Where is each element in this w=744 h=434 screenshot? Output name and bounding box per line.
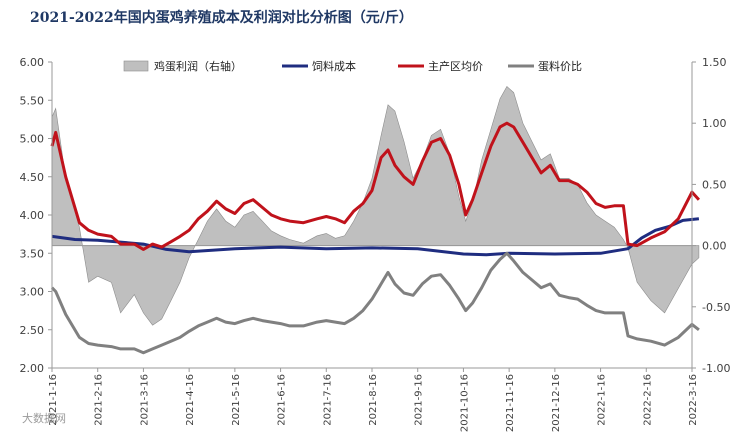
x-tick-label: 2022-1-16 [597,374,608,426]
x-tick-label: 2021-4-16 [185,374,196,426]
chart-title: 2021-2022年国内蛋鸡养殖成本及利润对比分析图（元/斤） [30,9,413,26]
plot-area [50,86,701,355]
y-tick-label-left: 3.00 [20,286,45,299]
x-tick-label: 2022-2-16 [642,374,653,426]
y-tick-label-left: 4.50 [20,171,45,184]
watermark-text: 大数据网 [22,411,66,425]
legend-label: 鸡蛋利润（右轴） [154,59,242,73]
x-tick-label: 2021-12-16 [551,374,562,432]
legend-swatch [123,60,149,72]
x-tick-label: 2021-8-16 [368,374,379,426]
y-tick-label-right: 1.00 [702,117,727,130]
legend-item: 主产区均价 [398,59,483,73]
legend-item: 鸡蛋利润（右轴） [123,59,242,73]
y-tick-label-right: 1.50 [702,56,727,69]
x-tick-label: 2022-3-16 [688,374,699,426]
y-tick-label-left: 4.00 [20,209,45,222]
y-tick-label-left: 3.50 [20,247,45,260]
legend: 鸡蛋利润（右轴） 饲料成本 主产区均价 蛋料价比 [123,59,582,73]
series-egg-feed-ratio-line [50,251,700,355]
y-tick-label-right: 0.50 [702,178,727,191]
y-tick-label-right: 0.00 [702,240,727,253]
x-tick-label: 2021-3-16 [139,374,150,426]
x-tick-label: 2021-2-16 [94,374,105,426]
axes: 6.00 5.50 5.00 4.50 4.00 3.50 3.00 2.50 2.00 1.50… [20,56,731,432]
x-tick-label: 2021-10-16 [459,374,470,432]
legend-item: 蛋料价比 [508,59,582,73]
legend-item: 饲料成本 [282,59,356,73]
y-tick-label-right: -1.00 [702,362,730,375]
x-tick-label: 2021-5-16 [231,374,242,426]
y-tick-label-left: 5.50 [20,94,45,107]
y-tick-label-left: 5.00 [20,133,45,146]
y-tick-label-left: 2.00 [20,362,45,375]
x-tick-label: 2021-6-16 [277,374,288,426]
series-egg-price-line [50,121,701,251]
series-feed-cost-line [51,217,700,257]
x-tick-label: 2021-1-16 [48,374,59,426]
x-tick-label: 2021-7-16 [322,374,333,426]
x-tick-label: 2021-9-16 [414,374,425,426]
series-profit-area [51,86,700,326]
legend-label: 蛋料价比 [538,59,582,73]
legend-label: 主产区均价 [428,59,483,73]
y-tick-label-left: 6.00 [20,56,45,69]
y-tick-label-right: -0.50 [702,301,730,314]
y-tick-label-left: 2.50 [20,324,45,337]
x-tick-label: 2021-11-16 [505,374,516,432]
legend-label: 饲料成本 [312,59,356,73]
